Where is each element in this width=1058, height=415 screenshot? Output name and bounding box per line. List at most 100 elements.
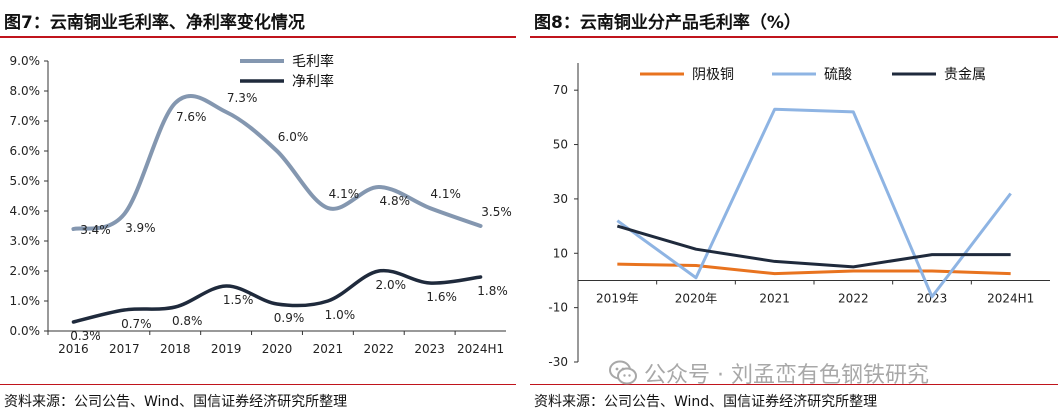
left-x-tick-label: 2017 bbox=[109, 342, 140, 356]
left-series-0-point bbox=[224, 110, 228, 114]
left-series-0-point bbox=[479, 224, 483, 228]
left-source-rule bbox=[0, 384, 516, 385]
left-series-0-point bbox=[173, 101, 177, 105]
left-x-tick-label: 2022 bbox=[364, 342, 395, 356]
left-series-1-point bbox=[428, 281, 432, 285]
right-series-0-point bbox=[616, 263, 619, 266]
left-series-0-point bbox=[275, 149, 279, 153]
left-series-0-point bbox=[428, 206, 432, 210]
left-y-tick-label: 0.0% bbox=[10, 324, 41, 338]
left-series-1-point bbox=[173, 305, 177, 309]
left-series-line-1 bbox=[71, 268, 483, 324]
left-series-0-point bbox=[71, 227, 75, 231]
left-series-0-data-label: 3.4% bbox=[80, 223, 111, 237]
left-series-1-data-label: 0.7% bbox=[121, 317, 152, 331]
right-series-line-1 bbox=[616, 107, 1012, 299]
left-y-tick-label: 5.0% bbox=[10, 174, 41, 188]
left-x-tick-label: 2018 bbox=[160, 342, 191, 356]
right-series-2-point bbox=[616, 225, 619, 228]
right-y-tick-label: 50 bbox=[553, 138, 568, 152]
left-chart-title: 图7：云南铜业毛利率、净利率变化情况 bbox=[4, 13, 305, 33]
left-series-1-data-label: 1.5% bbox=[223, 293, 254, 307]
left-legend-label-1: 净利率 bbox=[292, 73, 334, 90]
left-series-0-data-label: 4.1% bbox=[329, 187, 360, 201]
right-y-tick-label: -10 bbox=[548, 301, 568, 315]
right-series-0-point bbox=[773, 272, 776, 275]
left-series-1-point bbox=[224, 284, 228, 288]
right-series-1-point bbox=[695, 276, 698, 279]
left-series-1-data-label: 2.0% bbox=[376, 278, 407, 292]
wechat-watermark: 公众号 · 刘孟峦有色钢铁研究 bbox=[608, 356, 929, 390]
left-series-1-data-label: 1.0% bbox=[325, 308, 356, 322]
left-y-tick-label: 8.0% bbox=[10, 84, 41, 98]
left-x-tick-label: 2021 bbox=[313, 342, 344, 356]
right-line-chart: -30 -10 10 30 50 70 2019年 2020年 2021 2022 2023 2024… bbox=[548, 63, 1050, 369]
left-source-note: 资料来源：公司公告、Wind、国信证券经济研究所整理 bbox=[4, 394, 348, 410]
right-y-tick-label: -30 bbox=[548, 355, 568, 369]
right-source-note: 资料来源：公司公告、Wind、国信证券经济研究所整理 bbox=[534, 394, 878, 410]
left-y-tick-label: 9.0% bbox=[10, 54, 41, 68]
right-legend-label-2: 贵金属 bbox=[944, 67, 986, 83]
left-series-0-data-label: 4.1% bbox=[430, 187, 461, 201]
right-series-line-0 bbox=[617, 262, 1011, 276]
left-y-tick-label: 7.0% bbox=[10, 114, 41, 128]
right-y-tick-label: 10 bbox=[553, 246, 568, 260]
left-series-0-data-label: 7.6% bbox=[176, 110, 207, 124]
left-y-tick-label: 3.0% bbox=[10, 234, 41, 248]
right-x-tick-label: 2022 bbox=[838, 291, 869, 305]
right-series-1-point bbox=[852, 110, 855, 113]
left-legend-label-0: 毛利率 bbox=[292, 53, 334, 70]
right-series-2-point bbox=[695, 248, 698, 251]
left-series-0-data-label: 3.9% bbox=[125, 221, 156, 235]
right-series-0-point bbox=[1009, 272, 1012, 275]
right-series-1-point bbox=[616, 219, 619, 222]
right-y-tick-label: 30 bbox=[553, 192, 568, 206]
left-series-0-data-label: 3.5% bbox=[481, 205, 512, 219]
left-series-0-point bbox=[377, 185, 381, 189]
right-legend-label-1: 硫酸 bbox=[824, 67, 852, 83]
left-x-tick-label: 2016 bbox=[58, 342, 89, 356]
left-series-line-0 bbox=[71, 94, 483, 231]
left-y-tick-label: 6.0% bbox=[10, 144, 41, 158]
right-series-line-2 bbox=[616, 224, 1011, 269]
left-series-1-data-label: 0.3% bbox=[70, 329, 101, 343]
left-series-1-data-label: 0.9% bbox=[274, 311, 305, 325]
left-series-1-point bbox=[326, 299, 330, 303]
left-line-chart: 0.0% 1.0% 2.0% 3.0% 4.0% 5.0% 6.0% 7.0% 8.0% 9.0%… bbox=[10, 53, 512, 356]
left-title-rule bbox=[0, 36, 516, 38]
left-series-1-point bbox=[71, 320, 75, 324]
left-series-1-data-label: 0.8% bbox=[172, 314, 203, 328]
left-series-0-point bbox=[122, 212, 126, 216]
right-x-tick-label: 2023 bbox=[917, 291, 948, 305]
right-x-tick-label: 2021 bbox=[759, 291, 790, 305]
left-series-1-point bbox=[122, 308, 126, 312]
watermark-text: 公众号 · 刘孟峦有色钢铁研究 bbox=[644, 363, 929, 388]
left-y-tick-label: 1.0% bbox=[10, 294, 41, 308]
left-y-tick-label: 2.0% bbox=[10, 264, 41, 278]
right-source-rule bbox=[530, 384, 1058, 385]
right-series-1-point bbox=[931, 295, 934, 298]
right-x-tick-label: 2019年 bbox=[596, 291, 639, 305]
left-series-1-data-label: 1.6% bbox=[426, 290, 457, 304]
right-series-2-point bbox=[852, 265, 855, 268]
right-series-0-point bbox=[931, 269, 934, 272]
left-x-tick-label: 2019 bbox=[211, 342, 242, 356]
left-series-0-data-label: 7.3% bbox=[227, 91, 258, 105]
left-x-tick-label: 2023 bbox=[414, 342, 445, 356]
left-series-1-point bbox=[377, 269, 381, 273]
right-legend-label-0: 阴极铜 bbox=[692, 67, 734, 83]
left-x-tick-label: 2024H1 bbox=[457, 342, 504, 356]
right-series-2-point bbox=[1009, 253, 1012, 256]
left-series-1-point bbox=[479, 275, 483, 279]
left-series-0-data-label: 4.8% bbox=[380, 194, 411, 208]
right-series-0-point bbox=[852, 269, 855, 272]
left-series-1-data-label: 1.8% bbox=[477, 284, 508, 298]
right-series-1-point bbox=[773, 108, 776, 111]
left-series-0-data-label: 6.0% bbox=[278, 130, 309, 144]
right-series-1-point bbox=[1009, 192, 1012, 195]
left-series-0-point bbox=[326, 206, 330, 210]
right-x-tick-label: 2020年 bbox=[675, 291, 718, 305]
left-x-tick-label: 2020 bbox=[262, 342, 293, 356]
wechat-icon bbox=[609, 360, 637, 385]
right-x-tick-label: 2024H1 bbox=[987, 291, 1034, 305]
